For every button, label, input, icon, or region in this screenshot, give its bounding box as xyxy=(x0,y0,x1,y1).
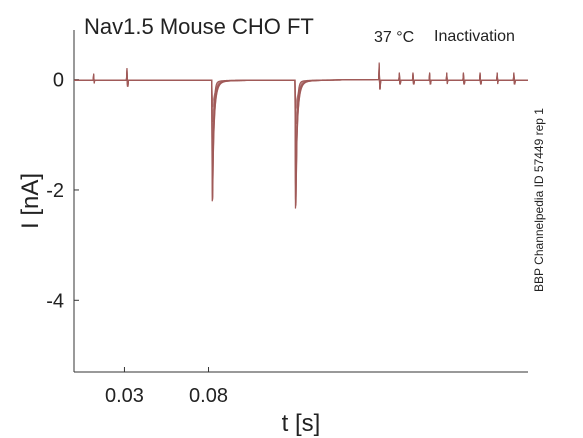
y-tick-label: 0 xyxy=(53,70,64,92)
y-tick-label: -4 xyxy=(46,290,64,312)
y-axis: 0 -2 -4 xyxy=(46,30,79,372)
x-axis-label: t [s] xyxy=(282,410,321,437)
sweep-traces xyxy=(74,62,528,209)
y-tick-label: -2 xyxy=(46,180,64,202)
x-tick-label: 0.03 xyxy=(105,385,144,407)
chart-title: Nav1.5 Mouse CHO FT 37 °C Inactivation xyxy=(84,14,515,46)
x-axis: 0.03 0.08 xyxy=(74,367,528,407)
x-tick-label: 0.08 xyxy=(189,385,228,407)
chart-title-temperature: 37 °C xyxy=(374,29,414,46)
source-annotation: BBP Channelpedia ID 57449 rep 1 xyxy=(532,108,546,292)
sweep-trace xyxy=(74,63,528,206)
sweep-trace xyxy=(74,70,528,125)
sweep-trace xyxy=(74,62,528,209)
y-axis-label: I [nA] xyxy=(17,173,44,229)
chart-title-protocol: Inactivation xyxy=(434,28,515,45)
chart-title-main: Nav1.5 Mouse CHO FT xyxy=(84,14,314,39)
